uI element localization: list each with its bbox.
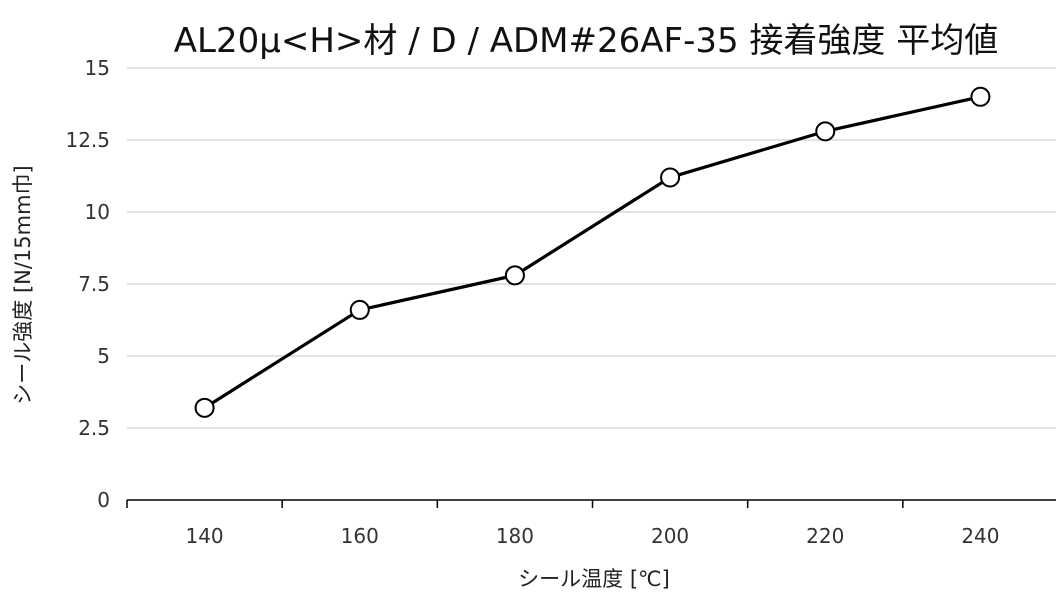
tick-labels: 0 2.5 5 7.5 10 12.5 15 140 160 180 200 220 240 [65, 56, 999, 548]
data-point [815, 121, 836, 142]
series-line [203, 95, 981, 410]
y-tick-label: 5 [97, 344, 110, 368]
y-axis-label: シール強度 [N/15mm巾] [11, 165, 35, 404]
x-tick-label: 220 [806, 524, 844, 548]
x-tick-label: 140 [185, 524, 223, 548]
data-point [194, 397, 215, 418]
axes [126, 499, 1056, 508]
x-tick-label: 160 [341, 524, 379, 548]
data-point [660, 167, 681, 188]
data-point [504, 265, 525, 286]
data-point [970, 86, 991, 107]
x-tick-label: 180 [496, 524, 534, 548]
y-tick-label: 0 [97, 488, 110, 512]
y-tick-label: 7.5 [78, 272, 110, 296]
y-tick-label: 15 [85, 56, 110, 80]
data-series [194, 86, 991, 418]
data-point [349, 299, 370, 320]
grid-lines [127, 67, 1056, 429]
y-tick-label: 2.5 [78, 416, 110, 440]
y-tick-label: 12.5 [65, 128, 110, 152]
chart-title: AL20μ<H>材 / D / ADM#26AF-35 接着強度 平均値 [174, 21, 998, 61]
x-axis-label: シール温度 [℃] [518, 567, 670, 591]
y-tick-label: 10 [85, 200, 110, 224]
x-tick-label: 240 [961, 524, 999, 548]
x-tick-label: 200 [651, 524, 689, 548]
